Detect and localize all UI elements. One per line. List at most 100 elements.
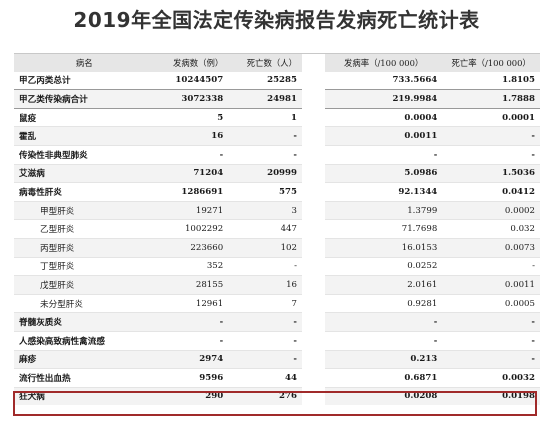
counts-row: 传染性非典型肺炎 - - bbox=[14, 145, 302, 165]
incidence-value: 92.1344 bbox=[325, 182, 443, 202]
deaths-value: - bbox=[228, 257, 302, 277]
disease-name: 人感染高致病性禽流感 bbox=[14, 331, 155, 351]
deaths-value: 44 bbox=[228, 368, 302, 388]
disease-name: 病毒性肝炎 bbox=[14, 182, 155, 202]
deaths-value: 20999 bbox=[228, 164, 302, 184]
header-deaths: 死亡数（人） bbox=[228, 54, 302, 72]
incidence-value: 71.7698 bbox=[325, 219, 443, 239]
rates-row: 0.9281 0.0005 bbox=[325, 294, 540, 314]
incidence-value: 0.213 bbox=[325, 350, 443, 370]
table-top-border bbox=[14, 53, 540, 54]
counts-row: 霍乱 16- bbox=[14, 126, 302, 146]
disease-name: 丁型肝炎 bbox=[14, 257, 155, 277]
rates-row: 71.7698 0.032 bbox=[325, 219, 540, 239]
rabies-row-highlight bbox=[13, 391, 537, 416]
incidence-value: 0.9281 bbox=[325, 294, 443, 314]
disease-name: 甲乙类传染病合计 bbox=[14, 89, 155, 109]
mortality-value: 0.0005 bbox=[442, 294, 540, 314]
cases-value: 28155 bbox=[154, 275, 229, 295]
incidence-value: 219.9984 bbox=[325, 89, 443, 109]
cases-value: - bbox=[154, 331, 229, 351]
deaths-value: 25285 bbox=[228, 71, 302, 91]
disease-name: 霍乱 bbox=[14, 126, 155, 146]
cases-value: 5 bbox=[154, 108, 229, 128]
mortality-value: - bbox=[442, 145, 540, 165]
counts-row: 丙型肝炎 223660 102 bbox=[14, 238, 302, 258]
header-disease-name: 病名 bbox=[14, 54, 155, 72]
mortality-value: 0.0032 bbox=[442, 368, 540, 388]
cases-value: 12961 bbox=[154, 294, 229, 314]
cases-value: 1002292 bbox=[154, 219, 229, 239]
rates-row: 733.5664 1.8105 bbox=[325, 71, 540, 91]
header-mortality-rate: 死亡率（/100 000） bbox=[442, 54, 540, 72]
deaths-value: 3 bbox=[228, 201, 302, 221]
incidence-value: 1.3799 bbox=[325, 201, 443, 221]
incidence-value: - bbox=[325, 145, 443, 165]
deaths-value: - bbox=[228, 312, 302, 332]
counts-row: 鼠疫 5 1 bbox=[14, 108, 302, 128]
deaths-value: - bbox=[228, 350, 302, 370]
mortality-value: 0.032 bbox=[442, 219, 540, 239]
incidence-value: 733.5664 bbox=[325, 71, 443, 91]
disease-name: 麻疹 bbox=[14, 350, 155, 370]
mortality-value: 0.0011 bbox=[442, 275, 540, 295]
cases-value: 223660 bbox=[154, 238, 229, 258]
counts-header-row: 病名 发病数（例） 死亡数（人） bbox=[14, 54, 302, 72]
deaths-value: 16 bbox=[228, 275, 302, 295]
rates-row: 0.0004 0.0001 bbox=[325, 108, 540, 128]
rates-row: 0.213- bbox=[325, 350, 540, 370]
incidence-value: 16.0153 bbox=[325, 238, 443, 258]
disease-name: 艾滋病 bbox=[14, 164, 155, 184]
mortality-value: 0.0412 bbox=[442, 182, 540, 202]
disease-name: 甲型肝炎 bbox=[14, 201, 155, 221]
mortality-value: 1.8105 bbox=[442, 71, 540, 91]
deaths-value: 24981 bbox=[228, 89, 302, 109]
deaths-value: - bbox=[228, 145, 302, 165]
rates-row: -- bbox=[325, 312, 540, 332]
mortality-value: - bbox=[442, 350, 540, 370]
rates-row: 2.0161 0.0011 bbox=[325, 275, 540, 295]
deaths-value: - bbox=[228, 331, 302, 351]
incidence-value: 0.6871 bbox=[325, 368, 443, 388]
counts-row: 脊髓灰质炎 - - bbox=[14, 312, 302, 332]
deaths-value: 102 bbox=[228, 238, 302, 258]
incidence-value: 0.0011 bbox=[325, 126, 443, 146]
cases-value: - bbox=[154, 312, 229, 332]
mortality-value: - bbox=[442, 126, 540, 146]
cases-value: 1286691 bbox=[154, 182, 229, 202]
rates-row: -- bbox=[325, 331, 540, 351]
mortality-value: - bbox=[442, 331, 540, 351]
rates-table: 发病率（/100 000） 死亡率（/100 000） 733.5664 1.81… bbox=[325, 54, 540, 406]
disease-name: 鼠疫 bbox=[14, 108, 155, 128]
counts-row: 甲型肝炎 19271 3 bbox=[14, 201, 302, 221]
counts-row: 病毒性肝炎 1286691 575 bbox=[14, 182, 302, 202]
disease-name: 未分型肝炎 bbox=[14, 294, 155, 314]
mortality-value: 0.0001 bbox=[442, 108, 540, 128]
counts-row: 麻疹 2974- bbox=[14, 350, 302, 370]
incidence-value: 2.0161 bbox=[325, 275, 443, 295]
counts-row: 丁型肝炎 352- bbox=[14, 257, 302, 277]
rates-header-row: 发病率（/100 000） 死亡率（/100 000） bbox=[325, 54, 540, 72]
header-cases: 发病数（例） bbox=[154, 54, 229, 72]
incidence-value: 5.0986 bbox=[325, 164, 443, 184]
counts-row: 未分型肝炎 12961 7 bbox=[14, 294, 302, 314]
counts-row: 流行性出血热 9596 44 bbox=[14, 368, 302, 388]
disease-name: 传染性非典型肺炎 bbox=[14, 145, 155, 165]
cases-value: 2974 bbox=[154, 350, 229, 370]
disease-name: 甲乙丙类总计 bbox=[14, 71, 155, 91]
counts-row: 乙型肝炎 1002292 447 bbox=[14, 219, 302, 239]
rates-row: 0.6871 0.0032 bbox=[325, 368, 540, 388]
counts-table: 病名 发病数（例） 死亡数（人） 甲乙丙类总计 10244507 25285 甲乙类传… bbox=[14, 54, 302, 406]
rates-row: 0.0252- bbox=[325, 257, 540, 277]
rates-row: -- bbox=[325, 145, 540, 165]
deaths-value: 575 bbox=[228, 182, 302, 202]
cases-value: 3072338 bbox=[154, 89, 229, 109]
rates-row: 1.3799 0.0002 bbox=[325, 201, 540, 221]
cases-value: 19271 bbox=[154, 201, 229, 221]
cases-value: 16 bbox=[154, 126, 229, 146]
deaths-value: 7 bbox=[228, 294, 302, 314]
mortality-value: 0.0002 bbox=[442, 201, 540, 221]
counts-row: 甲乙丙类总计 10244507 25285 bbox=[14, 71, 302, 91]
cases-value: 10244507 bbox=[154, 71, 229, 91]
counts-row: 人感染高致病性禽流感 - - bbox=[14, 331, 302, 351]
